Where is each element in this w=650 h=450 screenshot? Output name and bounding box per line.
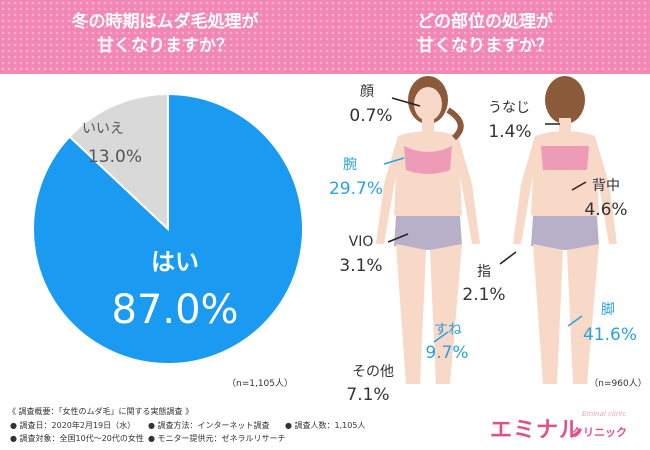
label-vio-name: VIO [349, 234, 374, 250]
front-figure [376, 76, 480, 384]
label-shin-name: すね [434, 322, 462, 338]
label-other-name: その他 [352, 364, 394, 380]
label-finger-value: 2.1% [462, 285, 505, 305]
left-chart-title: 冬の時期はムダ毛処理が 甘くなりますか？ [71, 12, 259, 56]
footer-method: ● 調査方法：インターネット調査 [148, 421, 270, 430]
pie-label-yes-category: はい [151, 248, 199, 276]
pie-chart: いいえ 13.0% はい 87.0% （n=1,105人） [32, 92, 304, 389]
label-leg-name: 脚 [601, 302, 615, 318]
brand-logo-small: Eminal clinic [582, 410, 627, 418]
label-other-value: 7.1% [346, 385, 389, 405]
label-finger-name: 指 [477, 264, 491, 280]
footer-survey-title: 《 調査概要：「女性のムダ毛」に関する実態調査 》 [8, 407, 194, 416]
body-part-labels: 顔 0.7% 腕 29.7% VIO 3.1% その他 7.1% うなじ 1.4… [329, 84, 647, 405]
footer-target: ● 調査対象：全国10代〜20代の女性 [10, 434, 144, 443]
back-figure [513, 76, 617, 384]
pie-slice-no [68, 92, 169, 232]
label-back-value: 4.6% [584, 200, 627, 220]
pie-label-no-category: いいえ [82, 121, 124, 137]
pie-sample-note: （n=1,105人） [227, 378, 293, 389]
label-leg-value: 41.6% [583, 325, 637, 345]
pie-label-no-value: 13.0% [88, 147, 142, 167]
footer-count: ● 調査人数：1,105人 [285, 421, 366, 430]
brand-logo-sub: クリニック [572, 426, 627, 439]
body-sample-note: （n=960人） [589, 378, 646, 389]
pie-label-yes-value: 87.0% [111, 287, 238, 333]
leader-lines [383, 97, 587, 343]
label-shin-value: 9.7% [425, 343, 468, 363]
label-face-name: 顔 [360, 84, 374, 100]
footer-date: ● 調査日：2020年2月19日（水） [10, 421, 136, 430]
label-nape-value: 1.4% [488, 122, 531, 142]
label-nape-name: うなじ [488, 100, 530, 116]
label-arm-name: 腕 [343, 157, 357, 173]
label-back-name: 背中 [592, 178, 620, 194]
charts-canvas: いいえ 13.0% はい 87.0% （n=1,105人） [32, 76, 647, 405]
label-face-value: 0.7% [349, 106, 392, 126]
footer-provider: ● モニター提供元：ゼネラルリサーチ [148, 434, 286, 443]
label-vio-value: 3.1% [339, 256, 382, 276]
right-chart-title: どの部位の処理が 甘くなりますか？ [417, 12, 553, 56]
brand-logo-main: エミナル [490, 418, 583, 443]
label-arm-value: 29.7% [329, 179, 383, 199]
header-banner [0, 0, 650, 74]
